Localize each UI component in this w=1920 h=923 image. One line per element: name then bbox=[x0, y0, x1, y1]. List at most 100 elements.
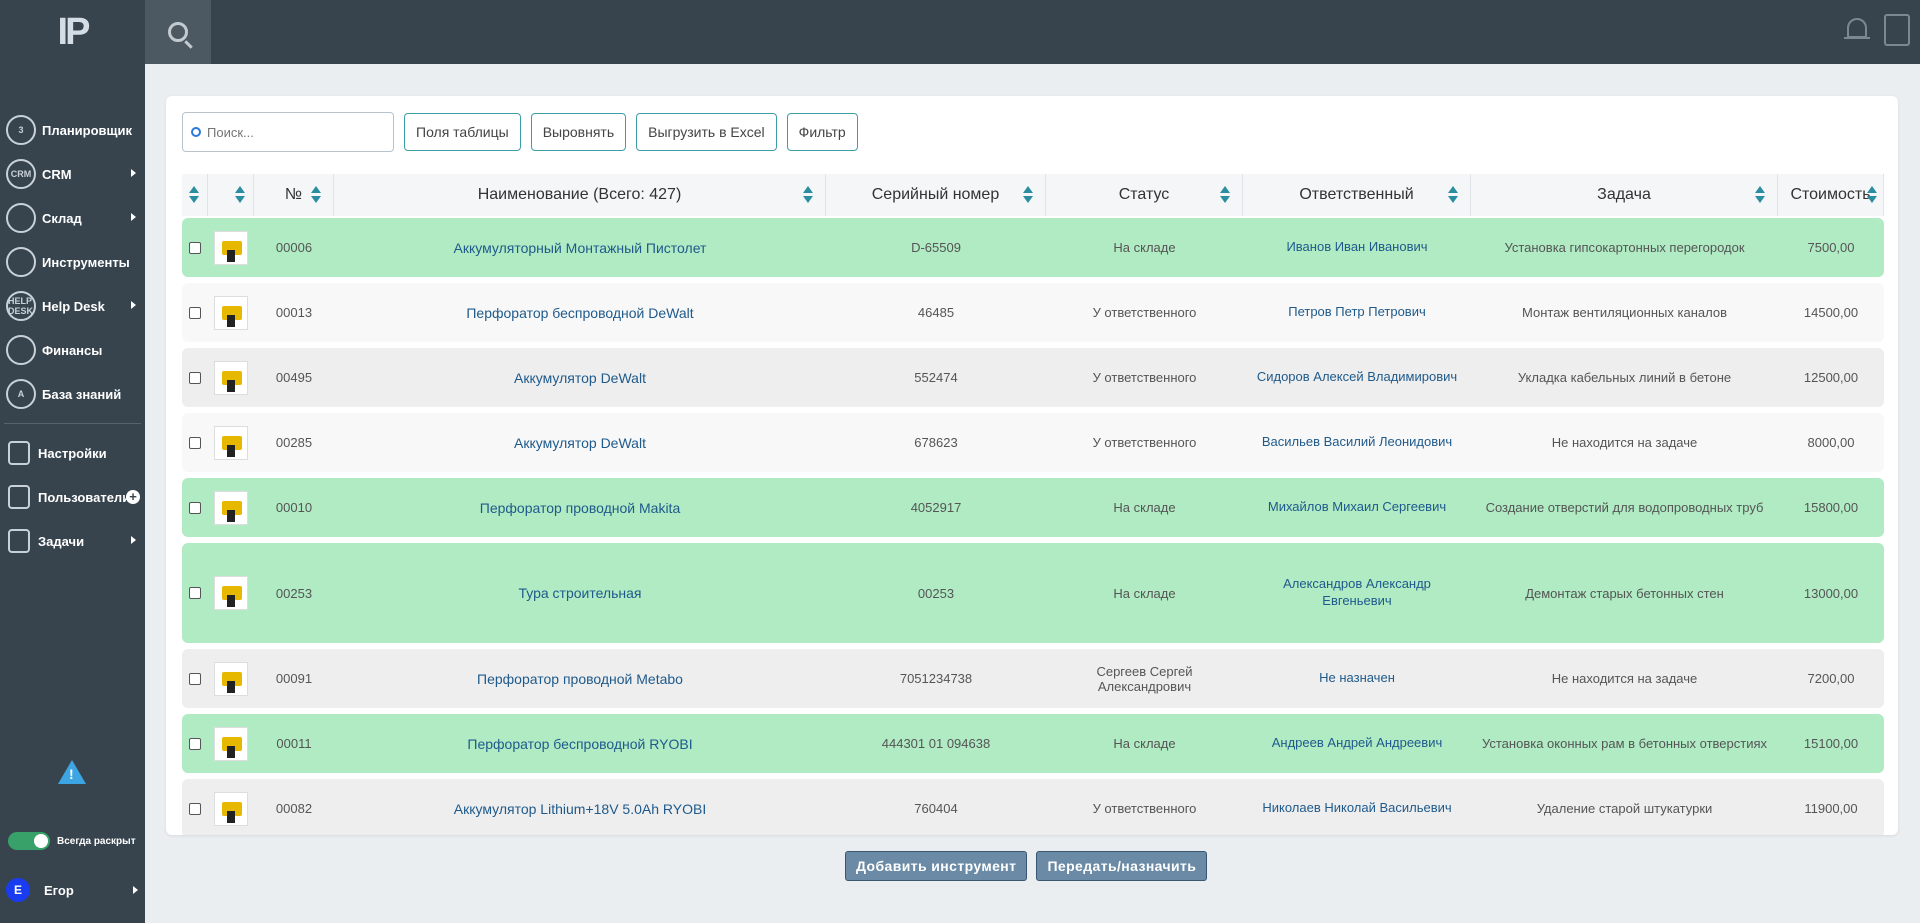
serial-number: D-65509 bbox=[911, 240, 961, 255]
table-row[interactable]: 00285 Аккумулятор DeWalt 678623 У ответстве… bbox=[182, 413, 1884, 472]
column-header-4[interactable]: Серийный номер bbox=[826, 174, 1046, 216]
table-row[interactable]: 00006 Аккумуляторный Монтажный Пистолет D-… bbox=[182, 218, 1884, 277]
table-row[interactable]: 00013 Перфоратор беспроводной DeWalt 46485… bbox=[182, 283, 1884, 342]
responsible-person[interactable]: Михайлов Михаил Сергеевич bbox=[1267, 499, 1447, 515]
sort-icon[interactable] bbox=[189, 186, 199, 204]
column-header-3[interactable]: Наименование (Всего: 427) bbox=[334, 174, 826, 216]
column-header-5[interactable]: Статус bbox=[1046, 174, 1243, 216]
filter-button[interactable]: Фильтр bbox=[786, 113, 858, 151]
column-header-0[interactable] bbox=[182, 174, 208, 216]
sort-icon[interactable] bbox=[1755, 186, 1765, 204]
add-tool-button[interactable]: Добавить инструмент bbox=[845, 851, 1028, 881]
tool-name-link[interactable]: Аккумулятор DeWalt bbox=[514, 369, 646, 386]
warning-icon[interactable]: ! bbox=[58, 760, 86, 784]
row-checkbox[interactable] bbox=[189, 737, 201, 750]
tool-image[interactable] bbox=[214, 576, 248, 610]
tool-name-link[interactable]: Перфоратор беспроводной DeWalt bbox=[466, 304, 694, 321]
row-checkbox[interactable] bbox=[189, 672, 201, 685]
serial-number: 760404 bbox=[914, 801, 958, 816]
sort-icon[interactable] bbox=[803, 186, 813, 204]
sidebar-item-2[interactable]: Склад bbox=[0, 196, 145, 240]
column-header-8[interactable]: Стоимость bbox=[1778, 174, 1884, 216]
tool-name-link[interactable]: Аккумуляторный Монтажный Пистолет bbox=[453, 239, 707, 256]
table-fields-button[interactable]: Поля таблицы bbox=[404, 113, 521, 151]
tool-name-link[interactable]: Перфоратор проводной Metabo bbox=[477, 670, 683, 687]
tool-image[interactable] bbox=[214, 661, 248, 696]
table-row[interactable]: 00011 Перфоратор беспроводной RYOBI 444301… bbox=[182, 714, 1884, 773]
sort-icon[interactable] bbox=[311, 186, 321, 204]
always-expand-toggle[interactable] bbox=[8, 832, 50, 850]
user-menu[interactable]: Е Егор bbox=[6, 878, 141, 902]
row-checkbox[interactable] bbox=[189, 501, 201, 514]
tool-image[interactable] bbox=[214, 360, 248, 395]
search-input[interactable] bbox=[207, 124, 377, 140]
sidebar-item-5[interactable]: Финансы bbox=[0, 328, 145, 372]
responsible-person[interactable]: Васильев Василий Леонидович bbox=[1261, 434, 1453, 450]
table-row[interactable]: 00082 Аккумулятор Lithium+18V 5.0Ah RYOBI… bbox=[182, 779, 1884, 835]
table-row[interactable]: 00495 Аккумулятор DeWalt 552474 У ответстве… bbox=[182, 348, 1884, 407]
responsible-person[interactable]: Петров Петр Петрович bbox=[1288, 304, 1426, 320]
sidebar-item-label: Задачи bbox=[38, 533, 85, 549]
sort-icon[interactable] bbox=[1023, 186, 1033, 204]
row-checkbox[interactable] bbox=[189, 436, 201, 449]
tool-name-link[interactable]: Перфоратор проводной Makita bbox=[479, 499, 681, 516]
row-checkbox[interactable] bbox=[189, 587, 201, 599]
serial-number: 7051234738 bbox=[899, 671, 973, 686]
column-header-label: Серийный номер bbox=[871, 186, 1000, 203]
table-row[interactable]: 00091 Перфоратор проводной Metabo 70512347… bbox=[182, 649, 1884, 708]
row-checkbox[interactable] bbox=[189, 241, 201, 254]
sidebar-item-6[interactable]: A База знаний bbox=[0, 372, 145, 416]
sort-icon[interactable] bbox=[1220, 186, 1230, 204]
column-header-6[interactable]: Ответственный bbox=[1243, 174, 1471, 216]
tool-number: 00495 bbox=[275, 370, 313, 385]
row-checkbox[interactable] bbox=[189, 306, 201, 319]
tool-name-link[interactable]: Перфоратор беспроводной RYOBI bbox=[467, 735, 693, 752]
row-checkbox[interactable] bbox=[189, 371, 201, 384]
align-button[interactable]: Выровнять bbox=[530, 113, 627, 151]
column-header-7[interactable]: Задача bbox=[1471, 174, 1778, 216]
table-row[interactable]: 00253 Тура строительная 00253 На складе Алек… bbox=[182, 543, 1884, 643]
transfer-assign-button[interactable]: Передать/назначить bbox=[1036, 851, 1208, 881]
tool-name-link[interactable]: Аккумулятор Lithium+18V 5.0Ah RYOBI bbox=[453, 800, 707, 817]
tool-name-link[interactable]: Тура строительная bbox=[518, 585, 642, 601]
tool-image[interactable] bbox=[214, 425, 248, 460]
sort-icon[interactable] bbox=[1867, 186, 1877, 204]
sidebar-item2-0[interactable]: Настройки bbox=[0, 431, 145, 475]
sort-icon[interactable] bbox=[235, 186, 245, 204]
sidebar-item-4[interactable]: HELP DESK Help Desk bbox=[0, 284, 145, 328]
tool-number: 00010 bbox=[275, 500, 313, 515]
responsible-person[interactable]: Николаев Николай Васильевич bbox=[1262, 800, 1452, 816]
bell-icon[interactable] bbox=[1844, 16, 1870, 44]
search-field[interactable] bbox=[182, 112, 394, 152]
responsible-person[interactable]: Иванов Иван Иванович bbox=[1286, 239, 1428, 255]
tool-image[interactable] bbox=[214, 726, 248, 761]
export-excel-button[interactable]: Выгрузить в Excel bbox=[636, 113, 777, 151]
responsible-person[interactable]: Александров Александр Евгеньевич bbox=[1283, 576, 1431, 608]
responsible-person[interactable]: Андреев Андрей Андреевич bbox=[1271, 735, 1443, 751]
serial-number: 46485 bbox=[917, 305, 955, 320]
app-logo[interactable]: IP bbox=[57, 10, 91, 53]
sidebar-item2-1[interactable]: Пользователи + bbox=[0, 475, 145, 519]
table-body: 00006 Аккумуляторный Монтажный Пистолет D-… bbox=[182, 218, 1884, 835]
responsible-person[interactable]: Сидоров Алексей Владимирович bbox=[1256, 369, 1458, 385]
tool-image[interactable] bbox=[214, 295, 248, 330]
table-row[interactable]: 00010 Перфоратор проводной Makita 4052917 Н… bbox=[182, 478, 1884, 537]
global-search-button[interactable] bbox=[145, 0, 211, 64]
tool-name-link[interactable]: Аккумулятор DeWalt bbox=[514, 434, 646, 451]
document-icon[interactable] bbox=[1884, 14, 1910, 46]
sidebar-item-1[interactable]: CRM CRM bbox=[0, 152, 145, 196]
status: На складе bbox=[1113, 240, 1176, 255]
sidebar-item2-2[interactable]: Задачи bbox=[0, 519, 145, 563]
sort-icon[interactable] bbox=[1448, 186, 1458, 204]
column-header-2[interactable]: № bbox=[254, 174, 334, 216]
tool-image[interactable] bbox=[214, 490, 248, 525]
column-header-1[interactable] bbox=[208, 174, 254, 216]
sidebar-item-3[interactable]: Инструменты bbox=[0, 240, 145, 284]
row-checkbox[interactable] bbox=[189, 802, 201, 815]
tool-image[interactable] bbox=[214, 230, 248, 265]
add-user-icon[interactable]: + bbox=[126, 490, 140, 504]
sidebar-item-0[interactable]: 3 Планировщик bbox=[0, 108, 145, 152]
responsible-person[interactable]: Не назначен bbox=[1319, 670, 1395, 686]
calendar-icon: 3 bbox=[6, 115, 36, 145]
tool-image[interactable] bbox=[214, 791, 248, 826]
